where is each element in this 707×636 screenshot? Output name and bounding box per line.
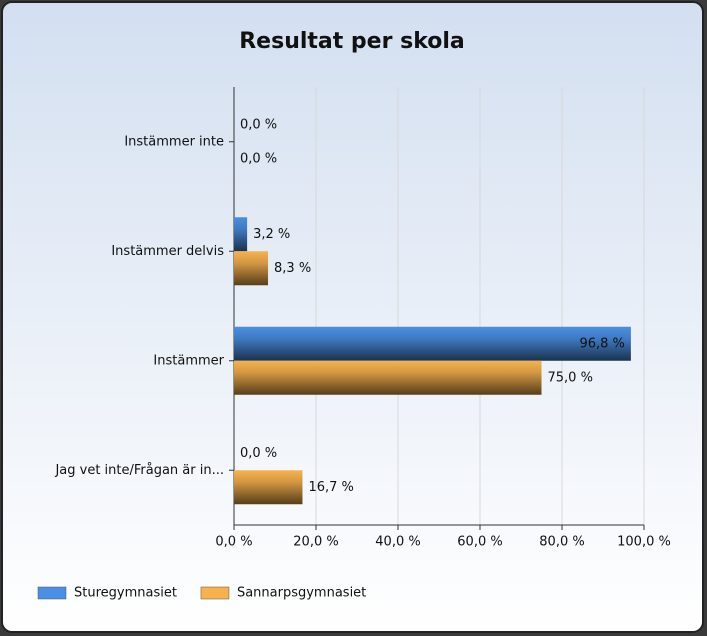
x-tick-label: 0,0 % <box>215 535 252 550</box>
value-label: 75,0 % <box>548 370 593 385</box>
x-tick-label: 60,0 % <box>457 535 502 550</box>
value-label: 3,2 % <box>253 227 290 242</box>
legend-swatch <box>37 586 67 600</box>
value-label: 0,0 % <box>240 446 277 461</box>
legend-label: Sannarpsgymnasiet <box>237 586 366 601</box>
chart-title: Resultat per skola <box>239 29 465 54</box>
legend-label: Sturegymnasiet <box>74 586 177 601</box>
plot-area: 0,0 % 20,0 % 40,0 % 60,0 % 80,0 % 100,0 % Inst… <box>54 87 671 550</box>
bar <box>234 360 542 395</box>
x-tick-label: 80,0 % <box>539 535 584 550</box>
value-label: 96,8 % <box>579 336 624 351</box>
bar <box>234 217 248 252</box>
value-label: 8,3 % <box>274 261 311 276</box>
y-tick-label: Jag vet inte/Frågan är in... <box>54 463 224 478</box>
value-label: 0,0 % <box>240 117 277 132</box>
value-label: 0,0 % <box>240 151 277 166</box>
bar <box>234 251 269 286</box>
bar <box>234 326 631 361</box>
bar <box>234 470 303 505</box>
x-tick-label: 20,0 % <box>293 535 338 550</box>
value-label: 16,7 % <box>308 480 353 495</box>
y-tick-label: Instämmer inte <box>124 134 224 149</box>
y-tick-label: Instämmer delvis <box>111 244 224 259</box>
x-tick-label: 40,0 % <box>375 535 420 550</box>
x-tick-label: 100,0 % <box>617 535 671 550</box>
legend-swatch <box>200 586 230 600</box>
y-tick-label: Instämmer <box>153 353 224 368</box>
